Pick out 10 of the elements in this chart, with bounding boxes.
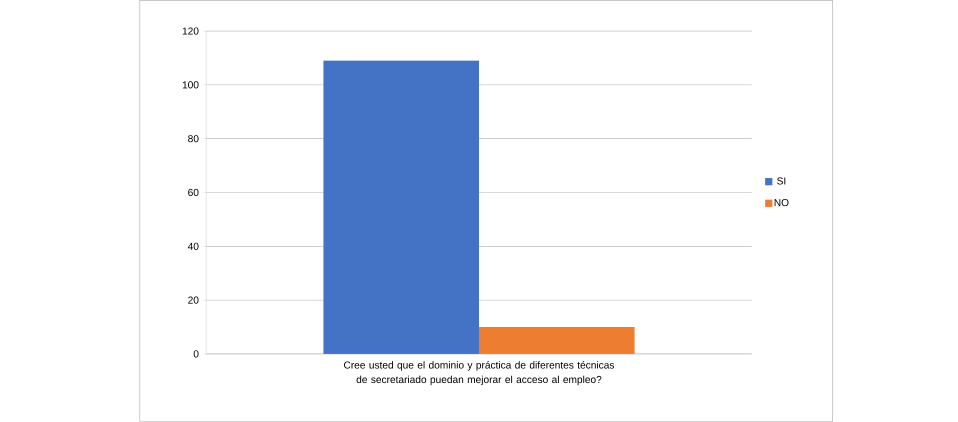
legend-label: SI [777,177,786,185]
y-tick-label: 100 [182,81,199,88]
y-tick-label: 120 [182,28,199,35]
y-tick-label: 80 [188,135,199,142]
y-tick-label: 40 [188,242,199,250]
y-tick-label: 60 [188,188,199,196]
y-tick-label: 20 [188,296,199,304]
legend-label: NO [774,199,789,206]
y-tick-label: 0 [194,350,199,358]
x-tick-label: Cree usted que el dominio y práctica de diferentes técnicas de secretariado puedan mejorar el acceso al empleo? [344,361,614,386]
